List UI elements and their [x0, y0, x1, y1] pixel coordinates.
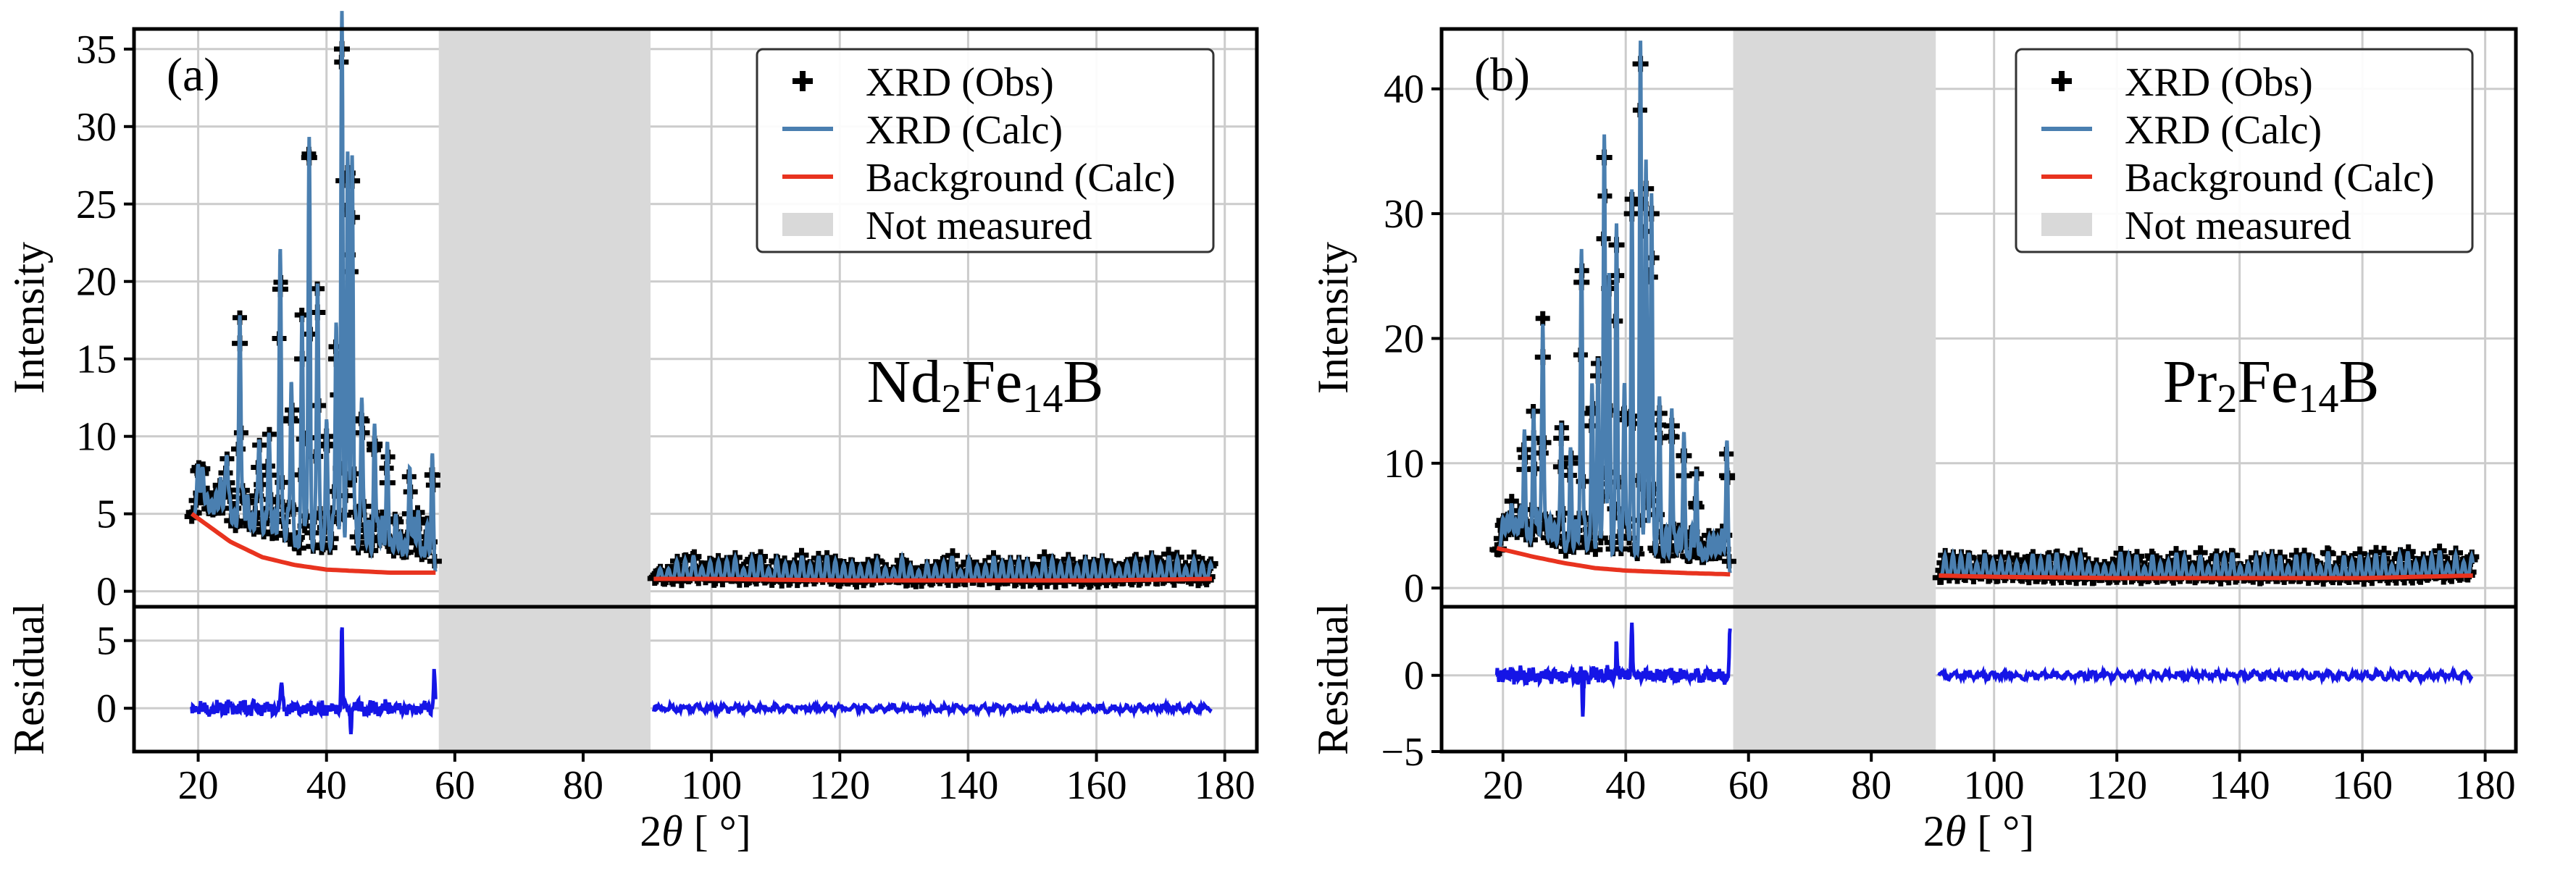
formula-end: B — [1063, 348, 1103, 416]
x-axis-label: 2θ [ °] — [640, 807, 750, 855]
legend-box — [756, 48, 1215, 253]
y-tick-label: 20 — [1384, 316, 1424, 361]
formula-end: B — [2338, 348, 2379, 416]
series-background-calc — [1496, 546, 2473, 581]
x-axis-label: 2θ [ °] — [1923, 807, 2034, 855]
y-tick-label: 25 — [76, 182, 117, 227]
y-axis-label: Intensity — [5, 242, 53, 394]
x-tick-label: 20 — [1483, 763, 1523, 808]
legend-entry: XRD (Calc) — [2125, 108, 2322, 153]
x-tick-label: 80 — [563, 763, 603, 808]
legend-box — [2015, 48, 2474, 253]
residual-tick-label: 0 — [1404, 654, 1424, 699]
not-measured-region — [1733, 29, 1936, 752]
x-axis-label-suffix: [ °] — [1966, 807, 2034, 855]
plot-frame — [1439, 27, 2518, 754]
x-axis-label-suffix: [ °] — [683, 807, 751, 855]
x-tick-label: 100 — [681, 763, 742, 808]
y-tick-label: 30 — [1384, 192, 1424, 237]
formula-mid: Fe — [961, 348, 1022, 416]
y-tick-label: 15 — [76, 337, 117, 382]
not-measured-region — [438, 29, 651, 752]
legend-entry: Background (Calc) — [2125, 156, 2435, 201]
panel-label: (b) — [1474, 49, 1530, 101]
legend-marker-not-measured — [782, 213, 833, 236]
y-tick-label: 20 — [76, 260, 117, 305]
x-axis-label-prefix: 2 — [640, 807, 661, 855]
series-residual — [1494, 622, 2474, 717]
legend-entry: XRD (Calc) — [866, 108, 1063, 153]
y-tick-label: 5 — [96, 492, 117, 537]
x-tick-label: 140 — [937, 763, 998, 808]
y-tick-label: 40 — [1384, 67, 1424, 112]
x-tick-label: 160 — [2332, 763, 2393, 808]
x-tick-label: 40 — [306, 763, 347, 808]
formula-sub1: 2 — [2217, 377, 2237, 421]
legend-entry: Background (Calc) — [866, 156, 1176, 201]
legend-entry: Not measured — [2125, 203, 2351, 248]
legend-entry: Not measured — [866, 203, 1092, 248]
formula-base: Nd — [867, 348, 942, 416]
y-tick-label: 10 — [1384, 442, 1424, 487]
formula-sub2: 14 — [2298, 377, 2338, 421]
legend-marker-obs — [793, 71, 813, 91]
x-tick-label: 80 — [1851, 763, 1891, 808]
formula-mid: Fe — [2237, 348, 2298, 416]
x-tick-label: 20 — [178, 763, 219, 808]
x-axis-label-prefix: 2 — [1923, 807, 1945, 855]
series-residual — [190, 627, 1213, 735]
axis-ticks: 20 40 60 80 100 120 140 160 180 0 10 20 30 40 −5 0 — [1381, 67, 2515, 808]
series-background-calc — [190, 512, 1213, 583]
x-axis-label-theta: θ — [661, 807, 682, 855]
y-axis-label: Intensity — [1309, 242, 1357, 394]
legend-entry: XRD (Obs) — [866, 60, 1054, 105]
residual-tick-label: −5 — [1381, 730, 1424, 775]
y-tick-label: 0 — [1404, 566, 1424, 611]
x-tick-label: 100 — [1964, 763, 2025, 808]
legend-entry: XRD (Obs) — [2125, 60, 2313, 105]
x-tick-label: 180 — [2455, 763, 2516, 808]
residual-tick-label: 5 — [96, 619, 117, 664]
plot-frame — [132, 27, 1259, 754]
legend-marker-obs — [2052, 71, 2072, 91]
x-tick-label: 180 — [1195, 763, 1255, 808]
legend-marker-not-measured — [2041, 213, 2092, 236]
residual-tick-label: 0 — [96, 686, 117, 731]
residual-axis-label: Residual — [1309, 603, 1357, 755]
x-tick-label: 120 — [2086, 763, 2147, 808]
y-tick-label: 0 — [96, 570, 117, 615]
y-tick-label: 30 — [76, 105, 117, 150]
x-tick-label: 60 — [1728, 763, 1769, 808]
formula-sub1: 2 — [941, 377, 961, 421]
residual-axis-label: Residual — [5, 603, 53, 755]
x-tick-label: 60 — [435, 763, 475, 808]
legend: XRD (Obs)XRD (Calc)Background (Calc)Not … — [2015, 48, 2474, 253]
x-tick-label: 120 — [809, 763, 870, 808]
compound-formula: Pr2Fe14B — [2163, 348, 2380, 421]
x-axis-label-theta: θ — [1945, 807, 1966, 855]
legend: XRD (Obs)XRD (Calc)Background (Calc)Not … — [756, 48, 1215, 253]
compound-formula: Nd2Fe14B — [867, 348, 1104, 421]
formula-sub2: 14 — [1022, 377, 1063, 421]
x-tick-label: 40 — [1605, 763, 1646, 808]
x-tick-label: 140 — [2209, 763, 2270, 808]
formula-base: Pr — [2163, 348, 2217, 416]
y-tick-label: 35 — [76, 28, 117, 72]
chart-panel-a: 20 40 60 80 100 120 140 160 18005101520253035052… — [5, 11, 1259, 855]
panel-label: (a) — [167, 49, 219, 101]
x-tick-label: 160 — [1066, 763, 1127, 808]
y-tick-label: 10 — [76, 415, 117, 460]
